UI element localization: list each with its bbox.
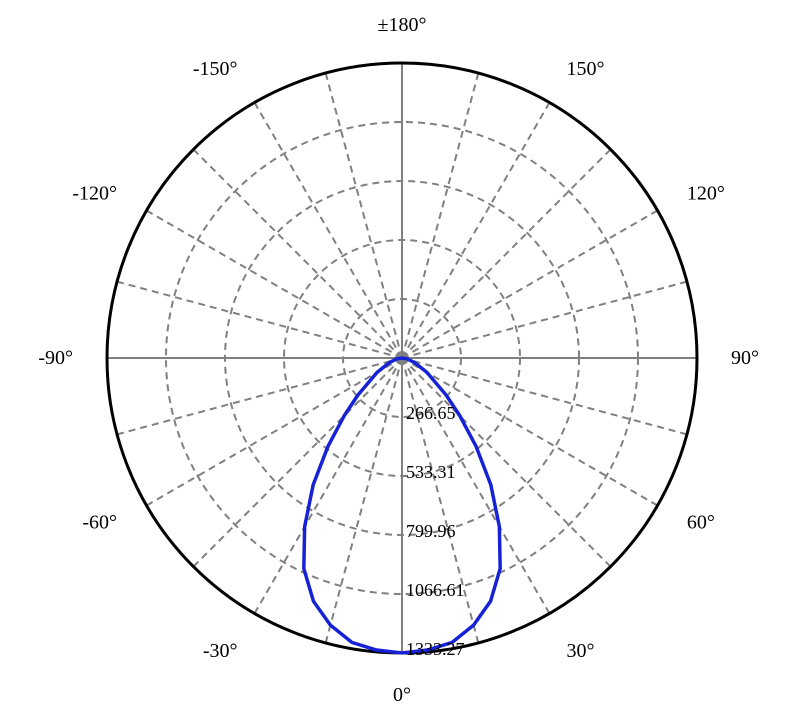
angle-label: 0° [393, 684, 411, 706]
angle-label: 150° [567, 58, 605, 80]
angle-label: 60° [687, 512, 715, 534]
angular-gridline [117, 282, 402, 358]
angle-label: -120° [72, 183, 117, 205]
angular-gridline [326, 358, 402, 643]
angle-label: 120° [687, 183, 725, 205]
angle-label: 30° [567, 640, 595, 662]
angular-gridline [193, 149, 402, 358]
angular-gridline [147, 211, 402, 359]
angular-gridline [402, 358, 478, 643]
angular-gridline [402, 358, 657, 506]
angular-gridline [402, 149, 611, 358]
angular-gridline [326, 73, 402, 358]
angular-gridline [402, 358, 550, 613]
radial-label: 533.31 [406, 462, 456, 482]
angle-label: -150° [193, 58, 238, 80]
angle-label: -60° [82, 512, 117, 534]
angular-gridline [402, 73, 478, 358]
radial-label: 266.65 [406, 403, 456, 423]
angle-label: ±180° [378, 14, 427, 36]
angle-label: -90° [38, 347, 73, 369]
angular-gridline [147, 358, 402, 506]
angular-gridline [402, 282, 687, 358]
angular-gridline [255, 358, 403, 613]
radial-label: 799.96 [406, 521, 456, 541]
angular-gridline [255, 103, 403, 358]
polar-chart: ±180° 150° 120° 90° 60° 30° 0° -30° -60° -90° -120… [0, 0, 804, 716]
radial-label: 1333.27 [406, 639, 465, 659]
angular-gridline [402, 103, 550, 358]
angle-label: 90° [731, 347, 759, 369]
angular-gridline [117, 358, 402, 434]
radial-label: 1066.61 [406, 580, 465, 600]
angle-label: -30° [203, 640, 238, 662]
angular-gridline [402, 211, 657, 359]
angular-gridline [193, 358, 402, 567]
